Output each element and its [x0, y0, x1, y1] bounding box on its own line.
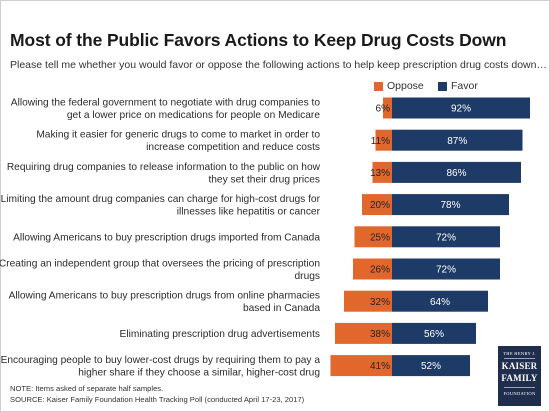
- oppose-data-label: 26%: [370, 265, 390, 276]
- category-label: increase competition and reduce costs: [146, 142, 320, 153]
- logo-line1: THE HENRY J.: [503, 351, 536, 356]
- oppose-data-label: 38%: [370, 329, 390, 340]
- category-label: Encouraging people to buy lower-cost dru…: [1, 355, 321, 366]
- oppose-data-label: 32%: [370, 297, 390, 308]
- source-text: SOURCE: Kaiser Family Foundation Health …: [10, 395, 305, 404]
- note-text: NOTE: Items asked of separate half sampl…: [10, 384, 164, 393]
- category-label: they set their drug prices: [208, 174, 320, 185]
- favor-bar: [392, 161, 521, 183]
- oppose-bar: [335, 322, 392, 344]
- oppose-data-label: 41%: [370, 361, 390, 372]
- oppose-data-label: 6%: [376, 104, 391, 115]
- favor-bar: [392, 322, 476, 344]
- logo-line2: KAISER: [501, 361, 538, 371]
- favor-bar: [392, 290, 488, 312]
- oppose-bar: [344, 290, 392, 312]
- favor-bar: [392, 355, 470, 377]
- oppose-bar: [372, 161, 392, 183]
- favor-bar: [392, 97, 530, 119]
- notes: NOTE: Items asked of separate half sampl…: [10, 383, 304, 405]
- favor-bar: [392, 194, 509, 216]
- favor-bar: [392, 129, 523, 151]
- chart-title: Most of the Public Favors Actions to Kee…: [10, 30, 507, 50]
- legend-oppose-label: Oppose: [387, 80, 424, 92]
- legend-favor-label: Favor: [451, 80, 478, 92]
- favor-data-label: 52%: [421, 361, 441, 372]
- kff-logo: THE HENRY J. KAISER FAMILY FOUNDATION: [498, 346, 541, 406]
- favor-data-label: 56%: [424, 329, 444, 340]
- favor-data-label: 87%: [447, 136, 467, 147]
- oppose-bar: [330, 355, 392, 377]
- favor-data-label: 72%: [436, 232, 456, 243]
- favor-data-label: 64%: [430, 297, 450, 308]
- favor-data-label: 72%: [436, 265, 456, 276]
- favor-data-label: 78%: [440, 200, 460, 211]
- favor-bar: [392, 258, 500, 280]
- category-label: drugs: [295, 271, 320, 282]
- category-label: Requiring drug companies to release info…: [7, 162, 321, 173]
- favor-data-label: 92%: [451, 104, 471, 115]
- category-label: Allowing Americans to buy prescription d…: [13, 232, 320, 243]
- category-label: Allowing Americans to buy prescription d…: [9, 291, 320, 302]
- legend-favor-swatch: [438, 82, 447, 91]
- category-label: Limiting the amount drug companies can c…: [1, 194, 321, 205]
- category-label: Creating an independent group that overs…: [0, 258, 320, 269]
- legend-oppose-swatch: [374, 82, 383, 91]
- favor-bar: [392, 226, 500, 248]
- oppose-bar: [362, 194, 392, 216]
- category-label: Allowing the federal government to negot…: [11, 97, 321, 108]
- oppose-data-label: 20%: [370, 200, 390, 211]
- category-label: higher share if they choose a similar, h…: [78, 367, 320, 378]
- category-label: Eliminating prescription drug advertisem…: [120, 329, 320, 340]
- chart-subtitle: Please tell me whether you would favor o…: [10, 59, 547, 71]
- oppose-data-label: 13%: [370, 168, 390, 179]
- category-label: illnesses like hepatitis or cancer: [177, 206, 321, 217]
- oppose-bar: [383, 97, 392, 119]
- favor-data-label: 86%: [446, 168, 466, 179]
- oppose-bar: [353, 258, 392, 280]
- oppose-data-label: 25%: [370, 232, 390, 243]
- category-label: get a lower price on medications for peo…: [67, 110, 320, 121]
- oppose-bar: [375, 129, 392, 151]
- category-label: based in Canada: [243, 303, 320, 314]
- category-label: Making it easier for generic drugs to co…: [36, 130, 320, 141]
- logo-line3: FAMILY: [501, 373, 538, 383]
- oppose-bar: [354, 226, 392, 248]
- logo-line4: FOUNDATION: [503, 391, 536, 396]
- oppose-data-label: 11%: [371, 136, 390, 147]
